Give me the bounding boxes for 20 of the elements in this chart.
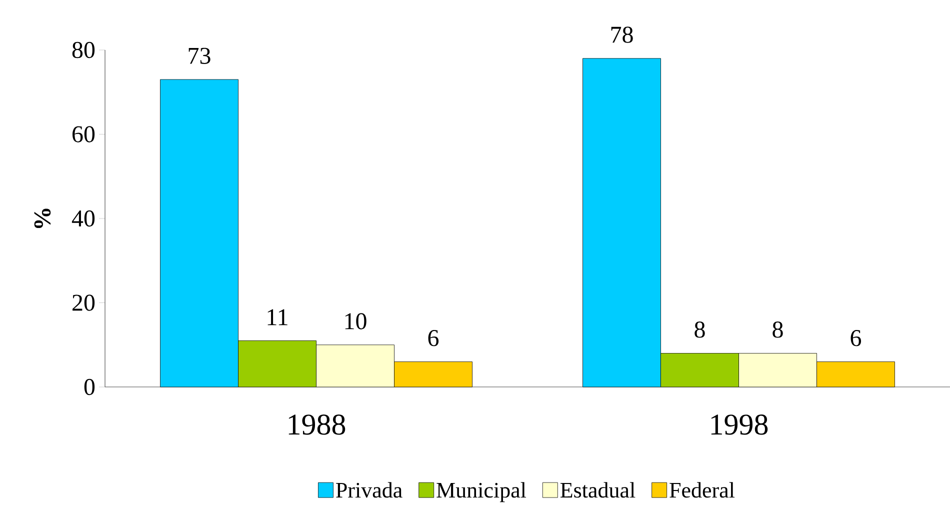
y-axis-title: % [34,208,51,228]
y-tick-label: 0 [84,378,95,396]
legend-label: Estadual [560,482,636,498]
data-label: 10 [345,313,366,330]
data-label: 8 [694,322,705,338]
y-tick-label: 20 [72,294,95,311]
legend-label: Municipal [436,482,526,502]
y-tick-label: 80 [72,42,95,58]
data-label: 11 [268,309,288,326]
data-label: 8 [772,322,783,338]
y-tick-label: 60 [72,126,95,142]
y-tick-label: 40 [72,210,95,227]
data-label: 78 [611,26,633,43]
legend-label: Privada [336,482,402,498]
data-label: 6 [850,330,862,346]
data-label: 6 [428,330,439,346]
x-tick-label: 1998 [711,414,768,435]
data-label: 73 [188,48,210,64]
x-tick-label: 1988 [288,414,346,435]
legend-label: Federal [670,482,735,498]
